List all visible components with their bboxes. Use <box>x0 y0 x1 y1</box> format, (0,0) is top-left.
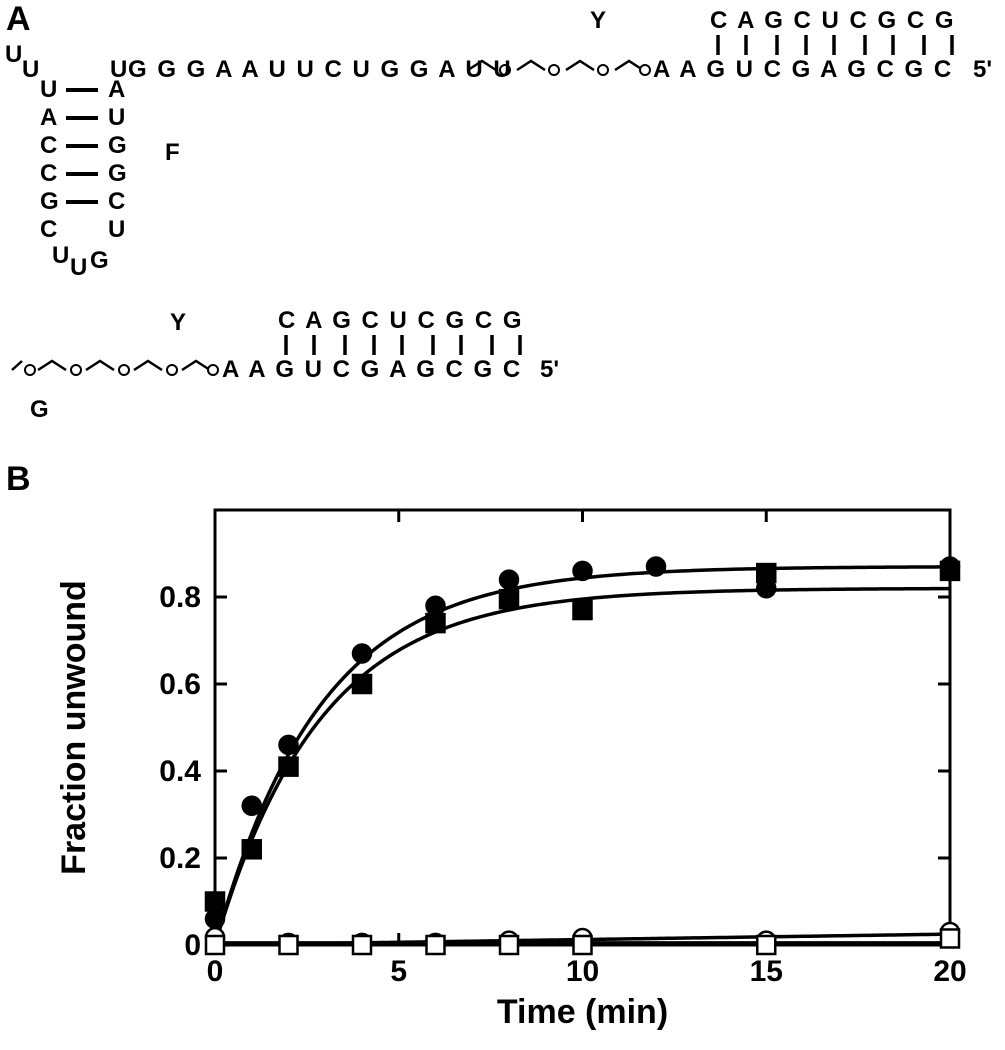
five-prime-bottom: 5' <box>540 356 559 380</box>
svg-text:0.2: 0.2 <box>159 842 201 875</box>
svg-text:A: A <box>108 76 127 103</box>
linker-bottom <box>12 361 210 370</box>
g-pairs <box>286 335 520 355</box>
svg-text:U: U <box>22 56 41 83</box>
g-label-y: Y <box>170 309 188 336</box>
svg-text:5: 5 <box>390 955 407 988</box>
svg-text:G: G <box>108 160 129 187</box>
svg-text:C: C <box>40 216 59 243</box>
svg-text:0: 0 <box>207 955 224 988</box>
long-top-seq: G G G A A U U C U G G A U U <box>128 56 513 83</box>
svg-text:C: C <box>40 160 59 187</box>
svg-text:G: G <box>40 188 61 215</box>
duplex-top-seq: C A G C U C G C G <box>710 7 956 34</box>
svg-text:C: C <box>108 188 127 215</box>
panel-a-diagram: Y C A G C U C G C G A A G U C G A G C G … <box>0 0 1005 380</box>
svg-text:U: U <box>108 104 127 131</box>
svg-text:U: U <box>40 76 59 103</box>
g-duplex-top: C A G C U C G C G <box>278 307 524 334</box>
svg-text:U: U <box>108 216 127 243</box>
svg-text:U: U <box>52 242 71 269</box>
stemloop: U U U U A C C G C U U G A U G G C U <box>5 41 129 281</box>
stemloop-pairs <box>66 90 98 202</box>
svg-text:Time (min): Time (min) <box>497 993 668 1031</box>
duplex-top-pairs <box>718 35 952 55</box>
svg-text:10: 10 <box>566 955 599 988</box>
svg-text:0.8: 0.8 <box>159 581 201 614</box>
svg-text:0.4: 0.4 <box>159 755 201 788</box>
svg-text:15: 15 <box>750 955 783 988</box>
fraction-unwound-chart: 0 5 10 15 20 0 0.2 0.4 0.6 0.8 Time (min) Fraction … <box>0 470 1005 1050</box>
svg-text:C: C <box>40 132 59 159</box>
g-bottom-seq: A A G U C G A G C G C <box>222 356 522 380</box>
svg-text:U: U <box>70 254 89 281</box>
svg-text:G: G <box>90 247 111 274</box>
svg-text:0.6: 0.6 <box>159 668 201 701</box>
duplex-bottom-right: A A G U C G A G C G C <box>653 56 953 83</box>
svg-text:A: A <box>40 104 59 131</box>
svg-text:0: 0 <box>184 929 201 962</box>
five-prime-top: 5' <box>973 56 992 83</box>
y-label-top: Y <box>590 7 606 34</box>
g-label: G <box>30 396 49 424</box>
svg-text:20: 20 <box>933 955 966 988</box>
f-label: F <box>165 139 180 166</box>
svg-text:G: G <box>108 132 129 159</box>
svg-text:Fraction unwound: Fraction unwound <box>55 580 93 875</box>
